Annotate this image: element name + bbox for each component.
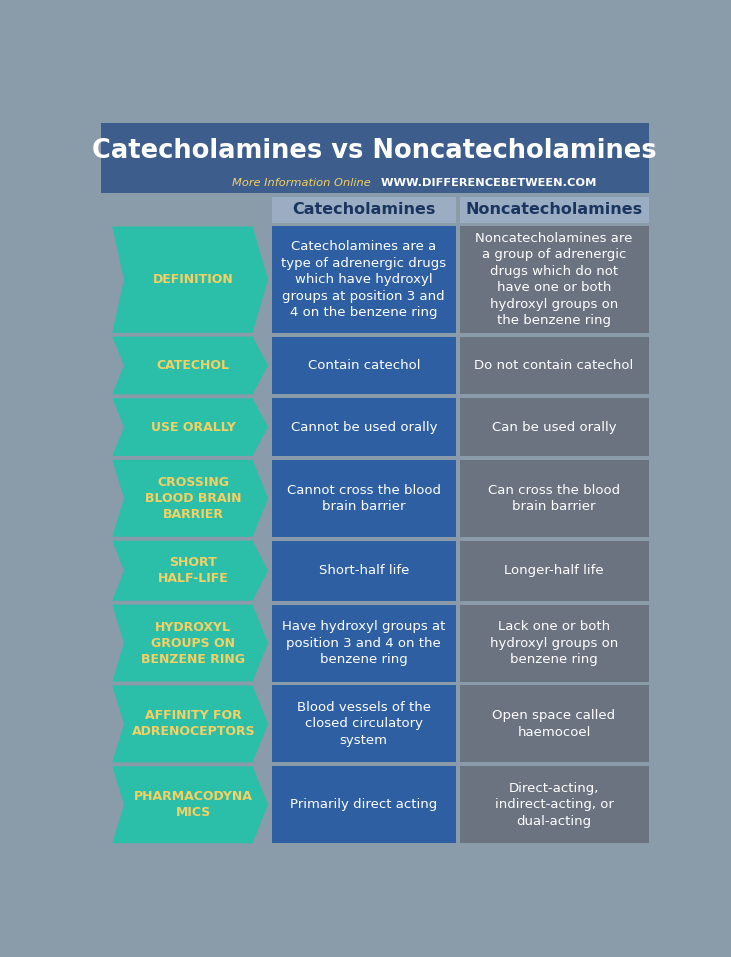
Text: Have hydroxyl groups at
position 3 and 4 on the
benzene ring: Have hydroxyl groups at position 3 and 4…	[282, 620, 445, 666]
FancyBboxPatch shape	[460, 337, 648, 394]
Text: AFFINITY FOR
ADRENOCEPTORS: AFFINITY FOR ADRENOCEPTORS	[132, 709, 255, 739]
FancyBboxPatch shape	[460, 767, 648, 843]
Text: Short-half life: Short-half life	[319, 565, 409, 577]
Text: More Information Online: More Information Online	[232, 178, 371, 188]
Text: Catecholamines: Catecholamines	[292, 203, 436, 217]
FancyBboxPatch shape	[272, 337, 455, 394]
Text: USE ORALLY: USE ORALLY	[151, 420, 235, 434]
Text: Open space called
haemocoel: Open space called haemocoel	[493, 709, 616, 739]
Text: DEFINITION: DEFINITION	[153, 273, 234, 286]
FancyBboxPatch shape	[272, 227, 455, 333]
Text: PHARMACODYNA
MICS: PHARMACODYNA MICS	[134, 790, 253, 819]
Text: Noncatecholamines are
a group of adrenergic
drugs which do not
have one or both
: Noncatecholamines are a group of adrener…	[475, 232, 633, 327]
FancyBboxPatch shape	[272, 398, 455, 456]
Text: Can be used orally: Can be used orally	[492, 420, 616, 434]
Polygon shape	[113, 605, 268, 681]
FancyBboxPatch shape	[460, 197, 648, 223]
Text: Can cross the blood
brain barrier: Can cross the blood brain barrier	[488, 483, 620, 513]
Polygon shape	[113, 767, 268, 843]
Text: Noncatecholamines: Noncatecholamines	[466, 203, 643, 217]
Polygon shape	[113, 337, 268, 394]
Text: Cannot cross the blood
brain barrier: Cannot cross the blood brain barrier	[287, 483, 441, 513]
FancyBboxPatch shape	[460, 685, 648, 763]
Text: Direct-acting,
indirect-acting, or
dual-acting: Direct-acting, indirect-acting, or dual-…	[495, 782, 613, 828]
FancyBboxPatch shape	[460, 605, 648, 681]
Polygon shape	[113, 685, 268, 763]
Text: Lack one or both
hydroxyl groups on
benzene ring: Lack one or both hydroxyl groups on benz…	[490, 620, 618, 666]
FancyBboxPatch shape	[272, 541, 455, 601]
FancyBboxPatch shape	[272, 605, 455, 681]
Text: Blood vessels of the
closed circulatory
system: Blood vessels of the closed circulatory …	[297, 701, 431, 746]
FancyBboxPatch shape	[460, 541, 648, 601]
Polygon shape	[113, 541, 268, 601]
Text: WWW.DIFFERENCEBETWEEN.COM: WWW.DIFFERENCEBETWEEN.COM	[373, 178, 596, 188]
FancyBboxPatch shape	[272, 767, 455, 843]
Text: Contain catechol: Contain catechol	[308, 359, 420, 372]
Text: SHORT
HALF-LIFE: SHORT HALF-LIFE	[158, 556, 229, 585]
FancyBboxPatch shape	[460, 459, 648, 537]
FancyBboxPatch shape	[101, 122, 648, 193]
Text: Longer-half life: Longer-half life	[504, 565, 604, 577]
Text: Catecholamines vs Noncatecholamines: Catecholamines vs Noncatecholamines	[92, 138, 657, 164]
Polygon shape	[113, 459, 268, 537]
Polygon shape	[113, 227, 268, 333]
FancyBboxPatch shape	[272, 197, 455, 223]
FancyBboxPatch shape	[272, 685, 455, 763]
FancyBboxPatch shape	[460, 398, 648, 456]
Text: CATECHOL: CATECHOL	[156, 359, 230, 372]
FancyBboxPatch shape	[460, 227, 648, 333]
Text: CROSSING
BLOOD BRAIN
BARRIER: CROSSING BLOOD BRAIN BARRIER	[145, 476, 241, 521]
Text: Cannot be used orally: Cannot be used orally	[290, 420, 437, 434]
Polygon shape	[113, 398, 268, 456]
Text: Do not contain catechol: Do not contain catechol	[474, 359, 634, 372]
Text: HYDROXYL
GROUPS ON
BENZENE RING: HYDROXYL GROUPS ON BENZENE RING	[141, 620, 246, 665]
Text: Catecholamines are a
type of adrenergic drugs
which have hydroxyl
groups at posi: Catecholamines are a type of adrenergic …	[281, 240, 447, 319]
FancyBboxPatch shape	[272, 459, 455, 537]
Text: Primarily direct acting: Primarily direct acting	[290, 798, 437, 812]
